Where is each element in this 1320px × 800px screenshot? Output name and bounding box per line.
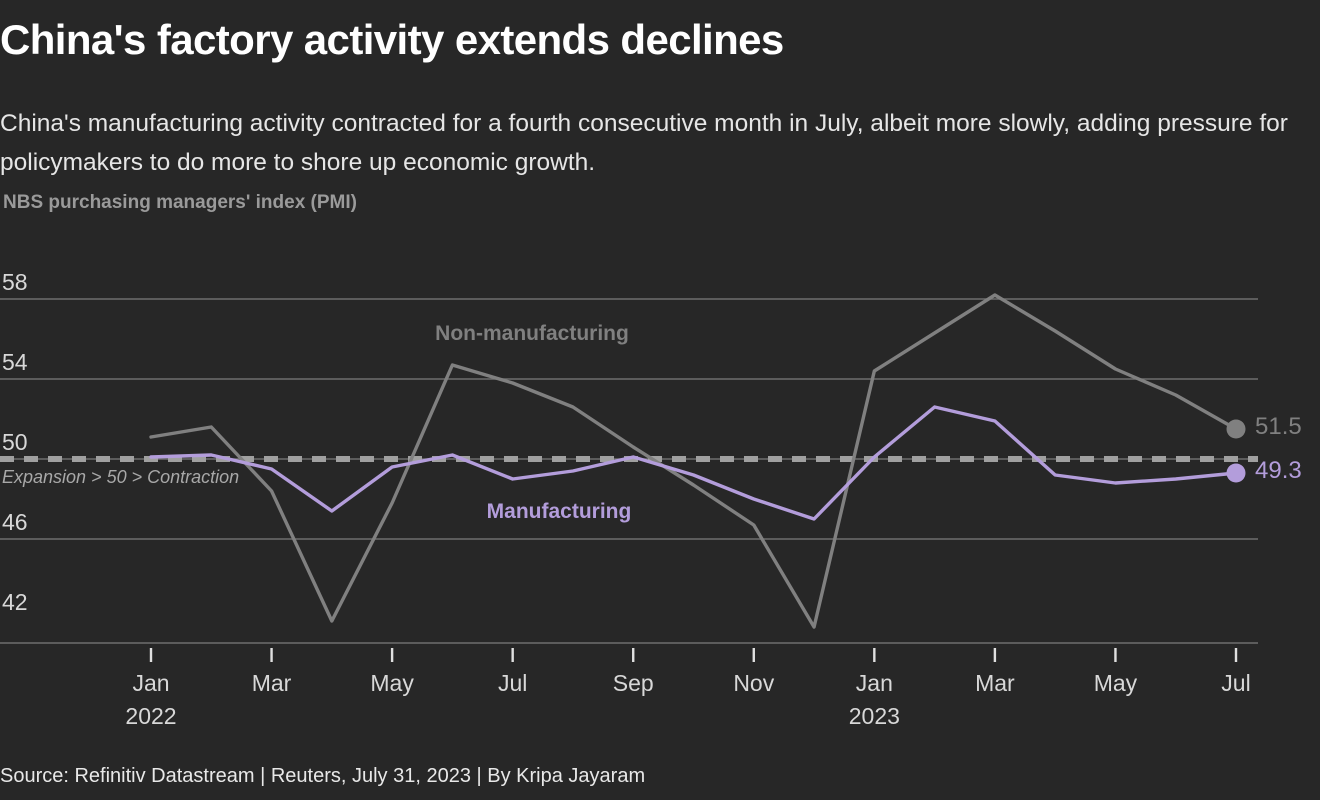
chart-axis-title: NBS purchasing managers' index (PMI) xyxy=(3,192,357,213)
x-axis-label-jan-2022: Jan 2022 xyxy=(125,667,176,734)
x-axis-label-year: 2022 xyxy=(125,703,177,730)
x-axis-label-nov: Nov xyxy=(733,667,774,700)
x-axis-label-month: Mar xyxy=(251,670,292,696)
x-axis-label-month: Sep xyxy=(612,670,654,696)
y-axis-label-50: 50 xyxy=(2,429,28,455)
x-axis-label-jul: Jul xyxy=(498,667,527,700)
expansion-contraction-note: Expansion > 50 > Contraction xyxy=(2,467,240,487)
y-axis-label-42: 42 xyxy=(2,589,28,615)
end-value-manufacturing: 49.3 xyxy=(1255,457,1302,484)
x-axis-label-month: Jan xyxy=(132,670,170,696)
x-axis-label-month: Jul xyxy=(1221,670,1251,696)
series-label-non-manufacturing: Non-manufacturing xyxy=(435,322,629,345)
y-axis-label-58: 58 xyxy=(2,269,28,295)
chart-plot-area: 42 46 50 54 58 Expansion > 50 > Contraction Ja… xyxy=(0,240,1320,740)
x-axis-label-month: May xyxy=(370,670,414,696)
x-axis-label-month: Jul xyxy=(497,670,528,696)
end-value-non-manufacturing: 51.5 xyxy=(1255,413,1302,440)
x-axis-label-mar: Mar xyxy=(252,667,292,700)
end-marker-non-manufacturing xyxy=(1226,419,1246,439)
x-axis-label-mar: Mar xyxy=(975,667,1015,700)
x-axis-label-year: 2023 xyxy=(848,703,900,730)
x-axis-label-may: May xyxy=(370,667,413,700)
series-line-non-manufacturing xyxy=(149,293,1238,629)
x-axis-label-month: Mar xyxy=(975,670,1015,696)
x-axis-label-month: May xyxy=(1093,670,1138,696)
page-title: China's factory activity extends decline… xyxy=(0,16,784,63)
x-axis-label-sep: Sep xyxy=(613,667,654,700)
x-axis-label-month: Nov xyxy=(733,670,775,696)
x-axis-label-month: Jan xyxy=(855,670,893,696)
end-marker-manufacturing xyxy=(1226,463,1246,483)
x-axis-label-jan-2023: Jan 2023 xyxy=(849,667,900,734)
y-axis-label-46: 46 xyxy=(2,509,28,535)
page-subtitle: China's manufacturing activity contracte… xyxy=(0,110,1288,177)
x-axis-label-may: May xyxy=(1094,667,1137,700)
series-label-manufacturing: Manufacturing xyxy=(486,500,632,523)
y-axis-label-54: 54 xyxy=(2,349,28,375)
x-axis-label-jul: Jul xyxy=(1221,667,1250,700)
chart-source-footer: Source: Refinitiv Datastream | Reuters, … xyxy=(0,765,646,787)
series-line-manufacturing xyxy=(149,405,1238,521)
chart-svg xyxy=(0,293,1258,662)
